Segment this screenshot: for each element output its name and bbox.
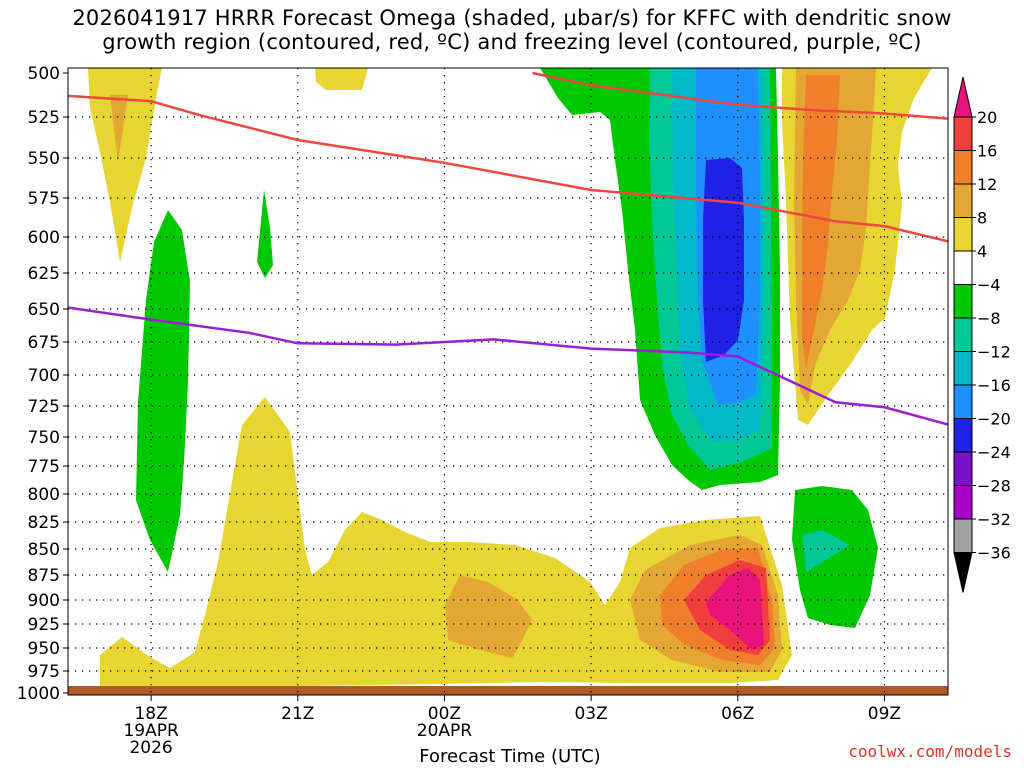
temperature-contours: [68, 71, 948, 426]
y-tick-label-700: 700: [28, 366, 60, 386]
title-line-1: 2026041917 HRRR Forecast Omega (shaded, …: [72, 6, 952, 30]
x-tick-label-6-0: 00Z: [428, 704, 461, 724]
omega-fill-12-upper-right: [802, 75, 840, 368]
y-tick-label-500: 500: [28, 64, 60, 84]
omega-fill-4-lobe-upper-left: [88, 68, 162, 262]
colorbar-label-12: −32: [977, 510, 1011, 529]
omega-fill-neg4-sliver: [257, 190, 273, 278]
colorbar-label-7: −12: [977, 343, 1011, 362]
omega-fill-4-top-patch: [315, 68, 368, 90]
omega-fill-neg20-plume: [703, 158, 744, 362]
y-tick-label-1000: 1000: [17, 684, 60, 704]
omega-fill-4-lower-region: [100, 397, 792, 690]
colorbar-swatch-10: [953, 451, 973, 486]
colorbar-arrow-bottom: [953, 552, 973, 593]
x-tick-label-6-1: 20APR: [417, 721, 473, 741]
colorbar-swatch-5: [953, 284, 973, 319]
colorbar-swatch-0: [953, 116, 973, 151]
y-tick-label-650: 650: [28, 300, 60, 320]
omega-fill-neg4-lower-right: [792, 486, 878, 628]
colorbar-label-3: 8: [977, 209, 987, 228]
x-tick-label-9-0: 03Z: [574, 704, 607, 724]
colorbar-label-0: 20: [977, 108, 997, 127]
colorbar-arrow-top: [953, 76, 973, 118]
colorbar-swatch-7: [953, 351, 973, 386]
dgz-red-contour: [68, 94, 948, 243]
omega-fill-8-lobe-upper-left: [110, 95, 128, 162]
y-tick-label-850: 850: [28, 540, 60, 560]
y-tick-label-825: 825: [28, 513, 60, 533]
colorbar-label-5: −4: [977, 276, 1001, 295]
colorbar-label-4: 4: [977, 242, 987, 261]
colorbar-swatch-11: [953, 485, 973, 520]
y-tick-label-950: 950: [28, 639, 60, 659]
plot-frame: [67, 67, 949, 696]
y-tick-label-725: 725: [28, 397, 60, 417]
colorbar-swatch-8: [953, 384, 973, 419]
colorbar: 20 16 12 8 4 −4 −8 −12 −16 −20 −24 −28 −32 −36: [953, 76, 1011, 593]
colorbar-swatch-1: [953, 150, 973, 185]
y-tick-label-800: 800: [28, 485, 60, 505]
colorbar-swatch-9: [953, 418, 973, 453]
y-axis: 500 525 550 575 600 625 650 675 700 725 750 775 800 8…: [17, 64, 68, 704]
colorbar-swatch-4: [953, 250, 973, 285]
chart-title: 2026041917 HRRR Forecast Omega (shaded, …: [0, 6, 1024, 54]
colorbar-swatch-3: [953, 217, 973, 252]
y-tick-label-975: 975: [28, 662, 60, 682]
omega-fill-20-core: [706, 568, 764, 650]
freezing-level-purple-contour: [68, 306, 948, 426]
y-tick-label-675: 675: [28, 333, 60, 353]
title-line-2: growth region (contoured, red, ºC) and f…: [102, 30, 922, 54]
colorbar-label-10: −24: [977, 443, 1011, 462]
y-tick-label-875: 875: [28, 566, 60, 586]
colorbar-swatch-12: [953, 518, 973, 553]
x-tick-label-12-0: 06Z: [721, 704, 754, 724]
y-tick-label-750: 750: [28, 428, 60, 448]
y-tick-label-775: 775: [28, 457, 60, 477]
y-tick-label-900: 900: [28, 591, 60, 611]
colorbar-label-11: −28: [977, 477, 1011, 496]
omega-fill-8-middle-patch: [445, 575, 532, 658]
y-tick-label-575: 575: [28, 189, 60, 209]
x-tick-label-0-0: 18Z: [134, 704, 167, 724]
colorbar-label-6: −8: [977, 309, 1001, 328]
colorbar-label-2: 12: [977, 175, 997, 194]
y-tick-label-925: 925: [28, 615, 60, 635]
colorbar-label-8: −16: [977, 376, 1011, 395]
x-tick-label-0-1: 19APR: [123, 721, 179, 741]
colorbar-swatch-2: [953, 183, 973, 218]
colorbar-label-1: 16: [977, 142, 997, 161]
x-axis-label: Forecast Time (UTC): [419, 746, 600, 767]
y-tick-label-600: 600: [28, 228, 60, 248]
y-tick-label-550: 550: [28, 149, 60, 169]
colorbar-label-9: −20: [977, 410, 1011, 429]
omega-fill-neg8-lower-right: [802, 530, 850, 572]
colorbar-swatch-6: [953, 317, 973, 352]
site-credit: coolwx.com/models: [848, 742, 1012, 761]
y-tick-label-625: 625: [28, 264, 60, 284]
colorbar-label-13: −36: [977, 544, 1011, 563]
y-tick-label-525: 525: [28, 108, 60, 128]
x-tick-label-3-0: 21Z: [281, 704, 314, 724]
x-tick-label-0-2: 2026: [129, 738, 172, 758]
omega-fill-neg4-left-band: [136, 210, 190, 572]
dgz-red-contour-upper: [532, 71, 948, 120]
ground-strip: [68, 686, 948, 695]
x-tick-label-15-0: 09Z: [868, 704, 901, 724]
omega-shaded-fields: [68, 68, 948, 695]
